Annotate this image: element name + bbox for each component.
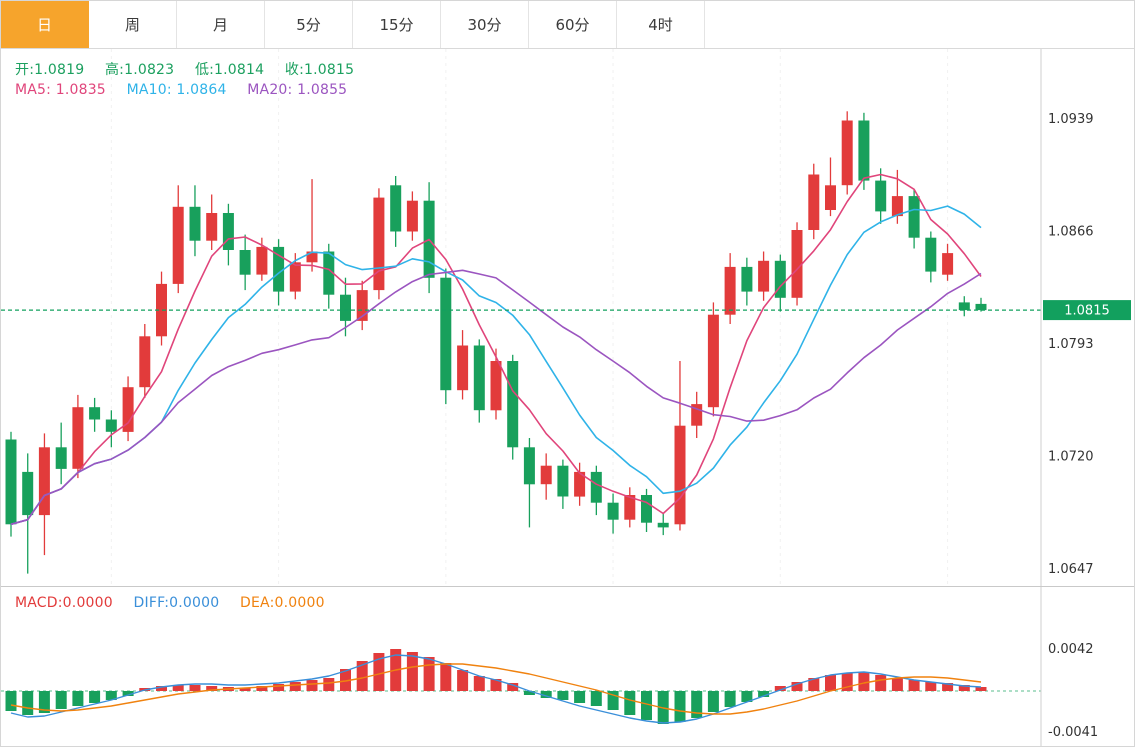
ohlc-readout: 开:1.0819 高:1.0823 低:1.0814 收:1.0815	[15, 59, 370, 79]
open-value: 开:1.0819	[15, 62, 85, 78]
timeframe-tabbar: 日 周 月 5分 15分 30分 60分 4时	[1, 1, 1134, 49]
svg-text:1.0815: 1.0815	[1064, 304, 1110, 319]
svg-text:1.0793: 1.0793	[1048, 337, 1094, 352]
tab-day[interactable]: 日	[1, 1, 89, 48]
macd-indicator-panel[interactable]: 0.0042 -0.0041 MACD:0.0000 DIFF:0.0000 DE…	[1, 586, 1135, 747]
tab-month[interactable]: 月	[177, 1, 265, 48]
svg-text:-0.0041: -0.0041	[1048, 725, 1098, 740]
svg-text:1.0866: 1.0866	[1048, 225, 1094, 240]
macd-value: MACD:0.0000	[15, 595, 113, 611]
ma10-value: MA10: 1.0864	[126, 82, 227, 98]
candlestick-plot[interactable]: 1.0939 1.0866 1.0793 1.0720 1.0647 1.0815	[1, 49, 1135, 586]
svg-text:0.0042: 0.0042	[1048, 642, 1094, 657]
high-value: 高:1.0823	[104, 62, 175, 78]
tab-5min[interactable]: 5分	[265, 1, 353, 48]
macd-plot[interactable]: 0.0042 -0.0041	[1, 587, 1135, 747]
main-candlestick-chart[interactable]: 1.0939 1.0866 1.0793 1.0720 1.0647 1.0815 开:1…	[1, 49, 1134, 586]
svg-text:1.0720: 1.0720	[1048, 450, 1094, 465]
tab-30min[interactable]: 30分	[441, 1, 529, 48]
dea-value: DEA:0.0000	[240, 595, 325, 611]
ma-readout: MA5: 1.0835 MA10: 1.0864 MA20: 1.0855	[15, 82, 363, 98]
svg-text:1.0647: 1.0647	[1048, 562, 1094, 577]
diff-value: DIFF:0.0000	[133, 595, 220, 611]
tab-4hour[interactable]: 4时	[617, 1, 705, 48]
ma20-value: MA20: 1.0855	[247, 82, 348, 98]
close-value: 收:1.0815	[284, 62, 355, 78]
tab-15min[interactable]: 15分	[353, 1, 441, 48]
tab-week[interactable]: 周	[89, 1, 177, 48]
macd-readout: MACD:0.0000 DIFF:0.0000 DEA:0.0000	[15, 595, 341, 611]
low-value: 低:1.0814	[194, 62, 265, 78]
ma5-value: MA5: 1.0835	[15, 82, 106, 98]
tab-60min[interactable]: 60分	[529, 1, 617, 48]
svg-text:1.0939: 1.0939	[1048, 112, 1094, 127]
